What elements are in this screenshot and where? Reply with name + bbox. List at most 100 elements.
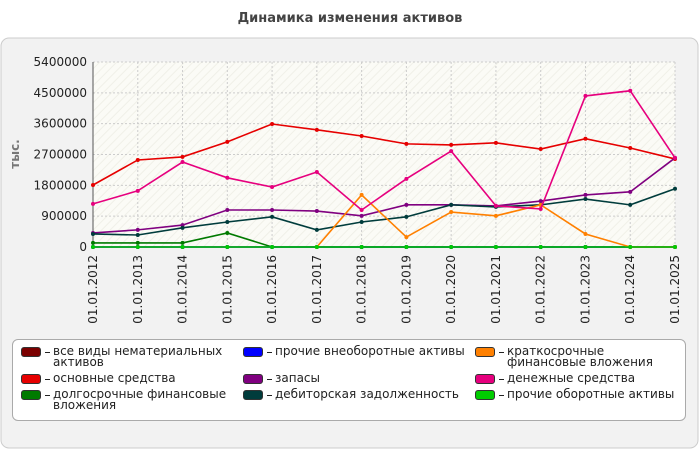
point: [359, 134, 364, 138]
point: [449, 142, 454, 147]
point: [270, 214, 275, 219]
point: [314, 227, 319, 232]
legend-dash: [45, 379, 50, 380]
point: [91, 245, 95, 249]
legend-item: денежные средства: [475, 372, 685, 387]
point: [449, 149, 454, 154]
series-line: [92, 188, 676, 236]
point: [91, 201, 95, 206]
legend-swatch: [21, 374, 41, 384]
point: [493, 213, 498, 218]
point: [180, 160, 185, 165]
point: [225, 219, 230, 224]
point: [135, 157, 140, 162]
point: [359, 192, 364, 197]
point: [538, 199, 543, 204]
legend-item: дебиторская задолженность: [243, 387, 475, 414]
point: [449, 202, 454, 207]
x-tick-label: 01.01.2021: [489, 255, 503, 324]
point: [493, 245, 498, 249]
point: [314, 245, 319, 249]
legend-swatch: [21, 390, 41, 400]
x-tick-label: 01.01.2023: [578, 255, 592, 324]
point: [180, 225, 185, 230]
x-tick-label: 01.01.2012: [86, 255, 100, 324]
point: [270, 122, 275, 127]
point: [135, 188, 140, 193]
y-tick-label: 5400000: [34, 55, 87, 69]
legend-swatch: [475, 374, 495, 384]
point: [314, 127, 319, 132]
point: [135, 240, 140, 245]
legend-label: дебиторская задолженность: [275, 387, 459, 401]
point: [91, 182, 95, 187]
y-tick-label: 3600000: [34, 117, 87, 131]
legend-label: прочие внеоборотные активы: [275, 344, 465, 358]
point: [673, 155, 677, 160]
point: [538, 245, 543, 249]
x-tick-label: 01.01.2015: [220, 255, 234, 324]
chart-title: Динамика изменения активов: [238, 11, 463, 26]
point: [628, 189, 633, 194]
legend-dash: [45, 352, 50, 353]
y-tick-label: 900000: [41, 209, 87, 223]
point: [628, 202, 633, 207]
legend-item: краткосрочные финансовые вложения: [475, 345, 685, 371]
point: [404, 202, 409, 207]
x-tick-label: 01.01.2013: [131, 255, 145, 324]
legend-item: запасы: [243, 372, 475, 387]
point: [404, 214, 409, 219]
point: [91, 240, 95, 245]
point: [583, 231, 588, 236]
legend-item: прочие внеоборотные активы: [243, 344, 475, 371]
legend-label: основные средства: [53, 371, 176, 385]
point: [135, 233, 140, 238]
legend-swatch: [243, 347, 263, 357]
legend-dash: [499, 379, 504, 380]
point: [359, 213, 364, 218]
point: [225, 175, 230, 180]
point: [583, 192, 588, 197]
point: [270, 185, 275, 190]
point: [180, 154, 185, 159]
point: [270, 245, 275, 249]
x-tick-label: 01.01.2022: [534, 255, 548, 324]
point: [583, 136, 588, 141]
legend-item: прочие оборотные активы: [475, 388, 685, 414]
point: [314, 169, 319, 174]
point: [270, 208, 275, 212]
legend-swatch: [21, 347, 41, 357]
legend-dash: [45, 395, 50, 396]
legend-swatch: [475, 390, 495, 400]
point: [583, 245, 588, 249]
legend-item: все виды нематериальных активов: [21, 344, 243, 371]
legend-item: долгосрочные финансовые вложения: [21, 387, 243, 414]
y-tick-label: 4500000: [34, 86, 87, 100]
point: [225, 208, 230, 212]
point: [628, 245, 633, 249]
point: [359, 208, 364, 212]
legend-dash: [499, 395, 504, 396]
point: [180, 240, 185, 245]
y-tick-label: 2700000: [34, 148, 87, 162]
y-tick-label: 1800000: [34, 178, 87, 192]
x-tick-label: 01.01.2019: [399, 255, 413, 324]
point: [359, 245, 364, 249]
point: [180, 245, 185, 249]
legend-item: основные средства: [21, 371, 243, 387]
point: [404, 245, 409, 249]
legend-label: все виды нематериальных активов: [53, 344, 223, 369]
point: [404, 235, 409, 240]
legend-label: долгосрочные финансовые вложения: [53, 387, 227, 412]
legend-dash: [267, 352, 272, 353]
point: [404, 141, 409, 146]
series-line: [92, 157, 676, 234]
point: [180, 223, 185, 228]
y-tick-label: 0: [79, 240, 87, 254]
point: [359, 219, 364, 224]
point: [673, 245, 677, 249]
point: [91, 231, 95, 236]
series-line: [92, 89, 676, 212]
point: [628, 145, 633, 150]
point: [538, 206, 543, 211]
